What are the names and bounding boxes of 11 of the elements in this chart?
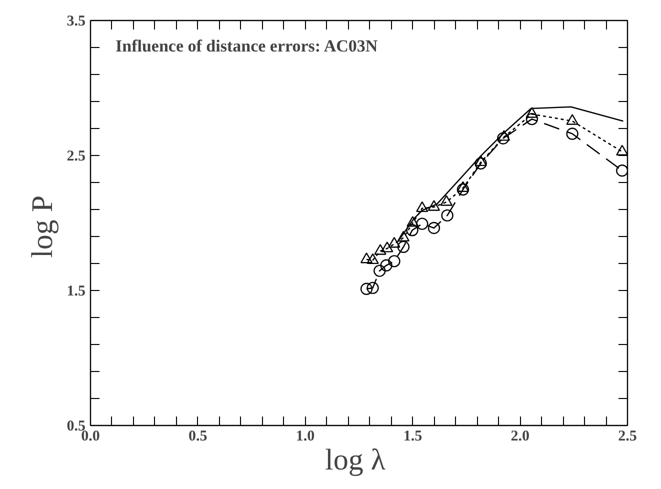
y-tick-label: 2.5 — [66, 148, 86, 164]
text: Influence of distance errors: AC03N — [116, 36, 378, 56]
x-tick-label: 0.5 — [188, 428, 208, 444]
y-tick-label: 3.5 — [66, 14, 86, 30]
y-tick-label: 1.5 — [66, 284, 86, 300]
x-tick-label: 1.0 — [296, 428, 315, 444]
x-tick-label: 1.5 — [403, 428, 422, 444]
y-axis-title: log P — [26, 195, 59, 258]
x-tick-label: 2.0 — [510, 428, 530, 444]
x-axis-title: log λ — [325, 444, 386, 476]
x-tick-label: 2.5 — [618, 428, 637, 444]
